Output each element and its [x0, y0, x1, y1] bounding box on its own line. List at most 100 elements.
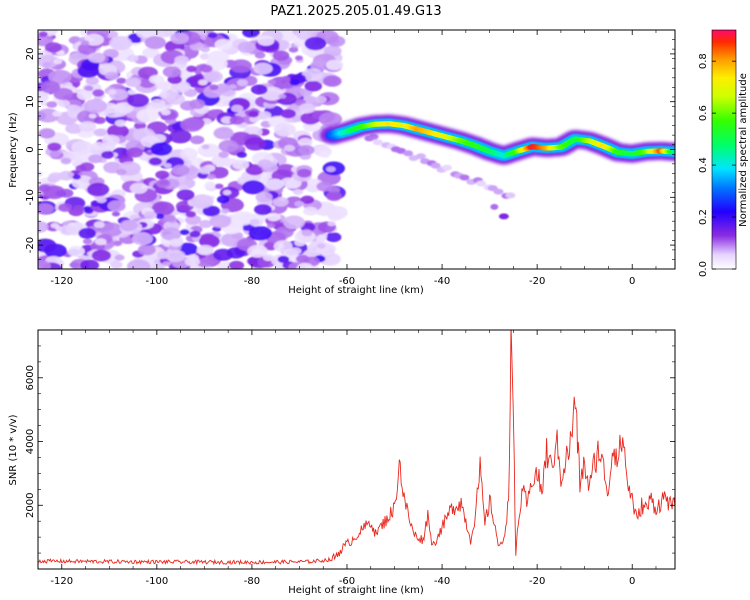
noise-blob: [156, 30, 173, 38]
noise-blob: [107, 200, 126, 212]
y-tick-label: 10: [25, 95, 36, 108]
noise-blob: [248, 110, 259, 118]
noise-blob: [178, 184, 189, 191]
noise-blob: [44, 42, 62, 53]
noise-blob: [255, 191, 273, 203]
noise-blob: [296, 254, 310, 263]
noise-blob: [236, 79, 248, 87]
noise-blob: [323, 75, 342, 87]
noise-blob: [272, 50, 290, 61]
noise-blob: [236, 151, 247, 158]
noise-blob: [155, 213, 165, 219]
noise-blob: [82, 238, 93, 245]
trail-blob: [490, 203, 499, 210]
noise-blob: [216, 195, 230, 204]
x-tick-label: -120: [50, 576, 73, 587]
x-tick-label: -20: [529, 276, 545, 287]
noise-blob: [91, 249, 111, 262]
noise-blob: [88, 52, 106, 63]
noise-blob: [267, 213, 281, 222]
noise-blob: [298, 103, 316, 114]
snr-series: [38, 330, 675, 566]
noise-blob: [318, 112, 343, 127]
noise-blob: [111, 211, 121, 217]
noise-blob: [144, 36, 166, 50]
snr-ylabel: SNR (10 * v/v): [8, 414, 19, 485]
noise-blob: [174, 55, 189, 65]
trail-blob: [505, 192, 516, 199]
noise-blob: [76, 90, 93, 100]
noise-blob: [57, 99, 70, 108]
noise-blob: [151, 201, 175, 216]
x-tick-label: -80: [244, 276, 260, 287]
noise-blob: [114, 119, 127, 127]
noise-blob: [171, 164, 190, 176]
noise-blob: [48, 172, 64, 182]
noise-blob: [38, 260, 51, 269]
noise-blob: [222, 189, 232, 196]
trail-blob: [459, 174, 470, 181]
noise-blob: [254, 52, 266, 59]
noise-blob: [92, 89, 105, 97]
trail-blob: [403, 150, 414, 157]
noise-blob: [197, 143, 221, 158]
noise-blob: [142, 47, 160, 59]
noise-blob: [73, 205, 84, 213]
x-tick-label: -60: [339, 276, 355, 287]
noise-blob: [199, 219, 213, 229]
noise-blob: [163, 214, 176, 222]
noise-blob: [249, 116, 260, 123]
noise-blob: [280, 109, 296, 119]
colorbar-tick-label: 0.0: [698, 261, 709, 277]
noise-blob: [85, 76, 100, 85]
noise-blob: [38, 128, 56, 139]
noise-blob: [244, 137, 266, 151]
noise-blob: [257, 159, 273, 169]
noise-blob: [298, 137, 313, 147]
x-tick-label: -20: [529, 576, 545, 587]
noise-blob: [131, 232, 153, 246]
noise-blob: [143, 211, 157, 220]
noise-blob: [127, 259, 151, 269]
noise-blob: [242, 180, 265, 195]
noise-blob: [148, 157, 162, 166]
noise-blob: [272, 196, 289, 207]
colorbar-label: Normalized spectral amplitude: [738, 73, 749, 227]
noise-blob: [162, 66, 182, 78]
noise-blob: [289, 79, 300, 86]
noise-blob: [113, 240, 123, 247]
noise-blob: [160, 180, 169, 186]
noise-blob: [176, 189, 195, 201]
noise-blob: [229, 115, 245, 125]
noise-blob: [291, 115, 303, 122]
noise-blob: [84, 208, 94, 214]
noise-blob: [126, 147, 144, 158]
noise-blob: [65, 123, 82, 134]
noise-blob: [109, 36, 133, 51]
snr-plot-area: [38, 330, 675, 569]
noise-blob: [254, 204, 272, 216]
noise-blob: [116, 77, 127, 84]
noise-blob: [278, 94, 287, 99]
noise-blob: [292, 188, 303, 196]
noise-blob: [160, 109, 171, 116]
noise-blob: [50, 222, 60, 229]
colorbar-tick-label: 0.6: [698, 105, 709, 121]
noise-blob: [80, 40, 90, 46]
colorbar: 0.0 0.2 0.4 0.6 0.8 Normalized spectral ampl…: [698, 29, 749, 277]
noise-blob: [162, 261, 171, 267]
x-tick-label: 0: [629, 276, 635, 287]
snr-panel: -120 -100 -80 -60 -40 -20 0 2000 4000 6000 Height…: [8, 329, 676, 596]
noise-blob: [319, 252, 339, 265]
noise-blob: [148, 74, 165, 85]
noise-blob: [38, 203, 54, 215]
noise-blob: [226, 247, 246, 259]
noise-blob: [295, 55, 303, 61]
noise-blob: [190, 135, 205, 145]
noise-blob: [78, 121, 97, 132]
noise-blob: [38, 54, 59, 69]
colorbar-tick-label: 0.8: [698, 53, 709, 69]
x-tick-label: -40: [434, 276, 450, 287]
noise-blob: [304, 80, 323, 92]
